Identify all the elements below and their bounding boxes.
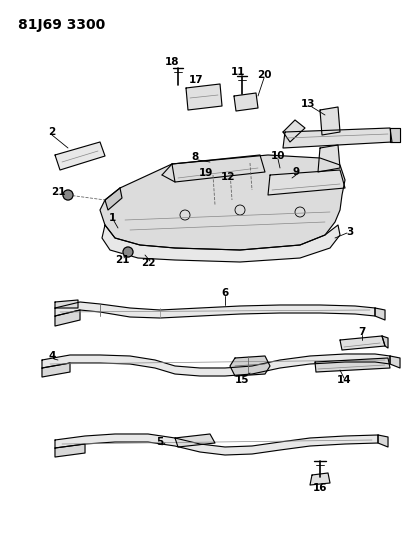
Polygon shape	[42, 354, 390, 376]
Text: 22: 22	[141, 258, 155, 268]
Polygon shape	[230, 356, 270, 376]
Text: 21: 21	[51, 187, 65, 197]
Polygon shape	[234, 93, 258, 111]
Polygon shape	[382, 336, 388, 348]
Polygon shape	[390, 356, 400, 368]
Text: 10: 10	[271, 151, 285, 161]
Text: 12: 12	[221, 172, 235, 182]
Text: 2: 2	[48, 127, 56, 137]
Polygon shape	[340, 336, 385, 350]
Text: 19: 19	[199, 168, 213, 178]
Text: 7: 7	[358, 327, 366, 337]
Polygon shape	[378, 435, 388, 447]
Text: 5: 5	[157, 437, 164, 447]
Polygon shape	[283, 120, 305, 142]
Text: 3: 3	[346, 227, 353, 237]
Polygon shape	[175, 434, 215, 447]
Polygon shape	[100, 155, 345, 250]
Polygon shape	[55, 142, 105, 170]
Text: 4: 4	[48, 351, 56, 361]
Text: 18: 18	[165, 57, 179, 67]
Polygon shape	[186, 84, 222, 110]
Circle shape	[123, 247, 133, 257]
Circle shape	[63, 190, 73, 200]
Polygon shape	[55, 434, 378, 455]
Polygon shape	[318, 145, 340, 172]
Text: 11: 11	[231, 67, 245, 77]
Polygon shape	[55, 300, 78, 308]
Polygon shape	[315, 358, 390, 372]
Polygon shape	[268, 170, 345, 195]
Text: 8: 8	[192, 152, 199, 162]
Polygon shape	[375, 308, 385, 320]
Text: 6: 6	[221, 288, 229, 298]
Polygon shape	[320, 107, 340, 135]
Polygon shape	[310, 473, 330, 485]
Text: 21: 21	[115, 255, 129, 265]
Polygon shape	[283, 128, 392, 148]
Text: 1: 1	[108, 213, 116, 223]
Text: 16: 16	[313, 483, 327, 493]
Polygon shape	[105, 188, 122, 210]
Polygon shape	[42, 363, 70, 377]
Polygon shape	[102, 225, 340, 262]
Polygon shape	[172, 155, 265, 182]
Polygon shape	[55, 444, 85, 457]
Text: 20: 20	[257, 70, 271, 80]
Polygon shape	[390, 128, 400, 142]
Polygon shape	[55, 310, 80, 326]
Polygon shape	[55, 302, 375, 318]
Text: 17: 17	[189, 75, 203, 85]
Text: 15: 15	[235, 375, 249, 385]
Text: 14: 14	[337, 375, 351, 385]
Text: 9: 9	[293, 167, 300, 177]
Text: 81J69 3300: 81J69 3300	[18, 18, 105, 32]
Text: 13: 13	[301, 99, 315, 109]
